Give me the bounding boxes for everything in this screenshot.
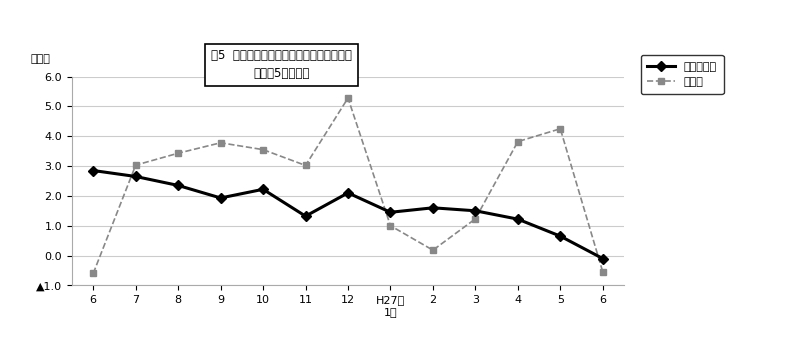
調査産業計 [301,214,310,218]
製造業 [89,271,98,276]
製造業 [343,96,353,100]
調査産業計 [89,168,98,173]
製造業 [513,140,522,144]
製造業 [470,217,480,221]
Legend: 調査産業計, 製造業: 調査産業計, 製造業 [641,55,724,94]
製造業 [216,141,226,145]
製造業 [174,151,183,155]
製造業 [598,270,607,274]
調査産業計 [555,234,565,238]
Line: 製造業: 製造業 [90,95,606,277]
調査産業計 [343,191,353,195]
製造業 [131,163,141,167]
調査産業計 [598,256,607,261]
調査産業計 [174,183,183,188]
製造業 [301,163,310,167]
Line: 調査産業計: 調査産業計 [90,167,606,262]
製造業 [258,148,268,152]
調査産業計 [386,210,395,214]
調査産業計 [258,187,268,191]
調査産業計 [513,217,522,221]
調査産業計 [428,206,438,210]
製造業 [428,248,438,252]
調査産業計 [131,174,141,179]
調査産業計 [216,196,226,200]
調査産業計 [470,209,480,213]
Text: 囵5  常用労働者数の推移（対前年同月比）
－規檁5人以上－: 囵5 常用労働者数の推移（対前年同月比） －規檁5人以上－ [211,49,352,80]
Text: （％）: （％） [30,54,50,64]
製造業 [555,127,565,131]
製造業 [386,224,395,228]
